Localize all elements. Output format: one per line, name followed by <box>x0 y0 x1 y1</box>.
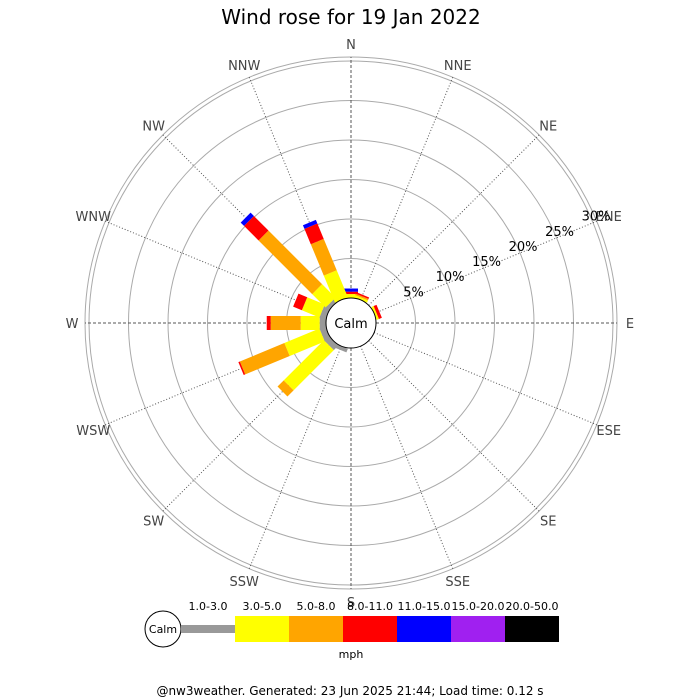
bar-ene-bin-3 <box>373 304 382 319</box>
legend-unit: mph <box>339 648 364 661</box>
compass-label-s: S <box>347 596 355 611</box>
legend-swatch-3 <box>343 616 397 642</box>
legend-bins: 1.0-3.0 3.0-5.0 5.0-8.0 8.0-11.0 11.0-15.0 15… <box>181 600 559 642</box>
compass-label-sw: SW <box>143 514 164 529</box>
footer: @nw3weather. Generated: 23 Jun 2025 21:4… <box>156 684 543 698</box>
bar-nw-bin-4 <box>240 212 254 226</box>
legend-label-2: 5.0-8.0 <box>297 600 336 613</box>
bar-nnw-bin-4 <box>302 219 318 229</box>
calm-circle <box>325 297 377 349</box>
radial-tick-label: 20% <box>509 240 538 255</box>
bar-wnw-bin-3 <box>293 293 308 311</box>
compass-label-e: E <box>626 317 634 332</box>
bar-nnw-bin-3 <box>304 223 324 245</box>
radial-tick-label: 5% <box>403 285 424 300</box>
polar-grid <box>84 56 618 590</box>
spoke-se <box>368 340 540 512</box>
radial-tick-label: 15% <box>472 255 501 270</box>
spoke-ene <box>373 220 597 314</box>
bar-nnw-bin-1 <box>323 270 348 303</box>
compass-label-n: N <box>346 38 356 53</box>
spoke-wsw <box>105 332 329 426</box>
bar-wsw-bin-3 <box>238 361 246 376</box>
grid-circle <box>246 218 456 428</box>
bar-w-bin-2 <box>270 316 301 330</box>
legend-calm-label: Calm <box>149 623 177 636</box>
legend-label-0: 1.0-3.0 <box>189 600 228 613</box>
bar-w-bin-3 <box>266 316 271 330</box>
compass-label-nw: NW <box>142 120 165 135</box>
legend-swatch-4 <box>397 616 451 642</box>
bar-nw-bin-1 <box>312 284 336 308</box>
compass-label-sse: SSE <box>445 575 470 590</box>
bar-nne-bin-1 <box>354 295 368 303</box>
legend-swatch-5 <box>451 616 505 642</box>
legend-swatch-0 <box>181 625 235 633</box>
spoke-wnw <box>105 220 329 314</box>
radial-tick-label: 10% <box>436 270 465 285</box>
bar-wnw-bin-1 <box>301 297 325 318</box>
compass-label-ene: ENE <box>596 210 622 225</box>
bar-nw-bin-3 <box>244 216 269 241</box>
bar-nnw-bin-2 <box>310 238 337 276</box>
bar-sw-bin-1 <box>283 340 334 391</box>
compass-label-wnw: WNW <box>76 210 112 225</box>
compass-label-se: SE <box>540 514 556 529</box>
bar-w-bin-1 <box>300 316 320 330</box>
spoke-nne <box>360 77 454 301</box>
legend-swatch-2 <box>289 616 343 642</box>
radial-tick-label: 30% <box>582 210 611 225</box>
wind-bars <box>238 212 382 397</box>
legend-swatch-1 <box>235 616 289 642</box>
spoke-sse <box>360 345 454 569</box>
bar-wsw-bin-2 <box>239 343 290 375</box>
spoke-ese <box>373 332 597 426</box>
compass-label-nnw: NNW <box>228 59 260 74</box>
legend-swatch-6 <box>505 616 559 642</box>
legend-label-3: 8.0-11.0 <box>347 600 393 613</box>
bar-n-bin-3 <box>344 291 358 295</box>
chart-title: Wind rose for 19 Jan 2022 <box>221 5 480 29</box>
spoke-ne <box>368 134 540 306</box>
compass-label-nne: NNE <box>444 59 472 74</box>
axis-labels: N NNE NE ENE E ESE SE SSE S SSW SW WSW W WNW NW NNW 5% 10… <box>66 38 635 611</box>
spoke-sw <box>162 340 334 512</box>
legend-label-5: 15.0-20.0 <box>452 600 505 613</box>
bar-n-bin-4 <box>344 288 358 292</box>
compass-label-ne: NE <box>539 120 557 135</box>
legend-label-4: 11.0-15.0 <box>398 600 451 613</box>
bar-sw-bin-2 <box>277 380 294 397</box>
calm-label: Calm <box>334 317 367 332</box>
bar-ene-bin-1 <box>371 306 379 320</box>
legend-label-1: 3.0-5.0 <box>243 600 282 613</box>
bar-wsw-bin-1 <box>284 328 325 356</box>
calm-center: Calm <box>325 297 377 349</box>
legend: Calm 1.0-3.0 3.0-5.0 5.0-8.0 8.0-11.0 11.0-1… <box>144 600 559 661</box>
bar-nne-bin-3 <box>355 292 370 299</box>
legend-label-6: 20.0-50.0 <box>506 600 559 613</box>
compass-label-w: W <box>66 317 79 332</box>
spoke-nnw <box>248 77 342 301</box>
bar-nne-bin-2 <box>355 293 369 301</box>
compass-label-ese: ESE <box>596 424 621 439</box>
compass-label-ssw: SSW <box>230 575 260 590</box>
compass-label-wsw: WSW <box>76 424 110 439</box>
spoke-ssw <box>248 345 342 569</box>
grid-circle <box>207 179 495 467</box>
radial-tick-label: 25% <box>545 225 574 240</box>
bar-nw-bin-2 <box>258 230 323 295</box>
